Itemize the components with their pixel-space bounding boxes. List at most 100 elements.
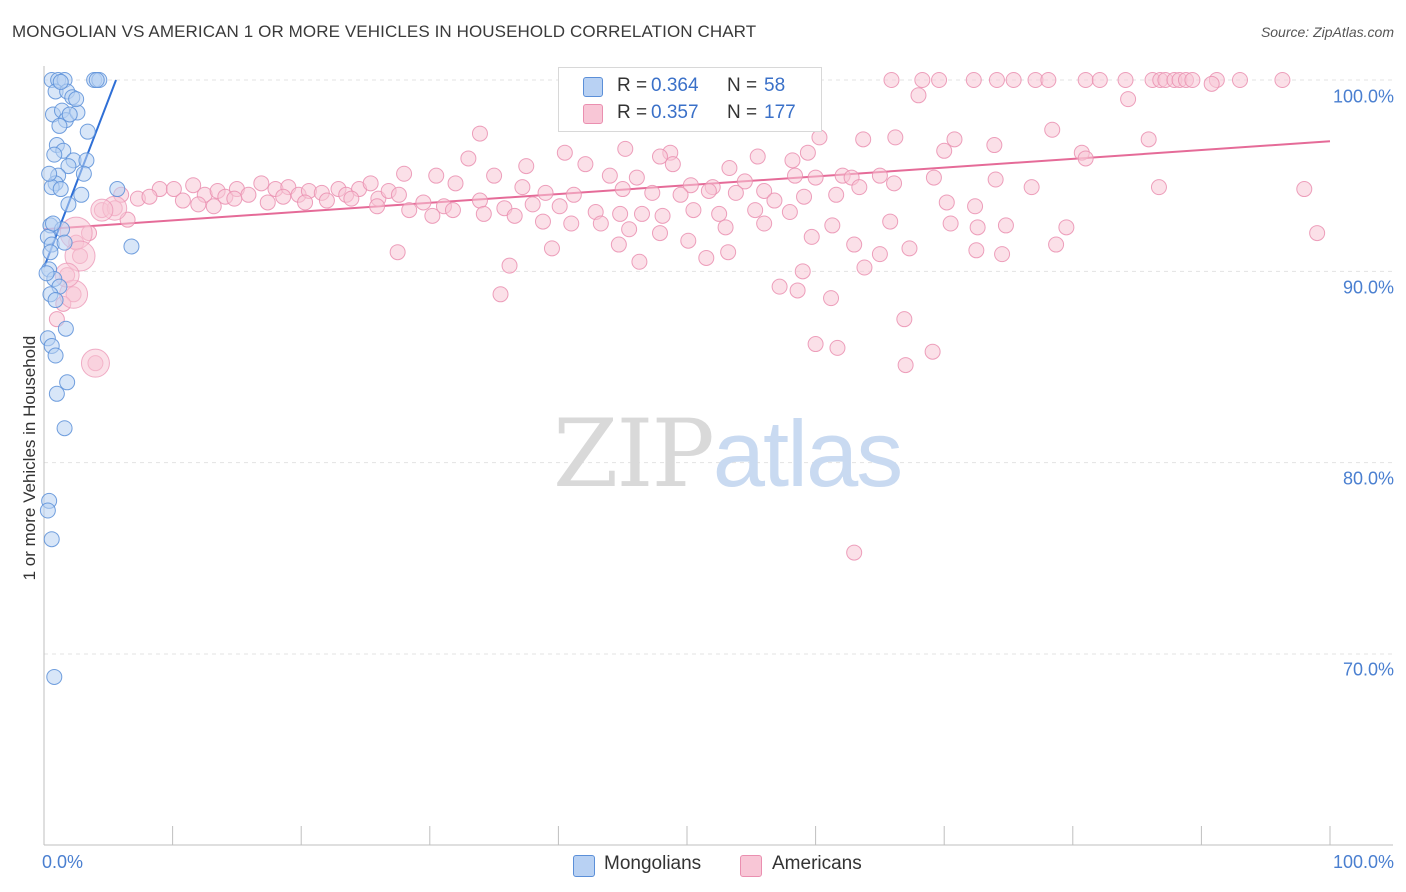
- americans-point: [577, 156, 594, 173]
- chart-title: MONGOLIAN VS AMERICAN 1 OR MORE VEHICLES…: [12, 22, 757, 41]
- americans-point: [240, 186, 257, 203]
- americans-point: [871, 167, 888, 184]
- americans-point: [1005, 72, 1022, 88]
- americans-point: [988, 72, 1005, 88]
- americans-point: [362, 175, 379, 192]
- americans-point: [165, 181, 182, 198]
- americans-point: [672, 186, 689, 203]
- legend-n-americans: 177: [764, 102, 796, 123]
- americans-point: [700, 182, 717, 199]
- legend-swatch-mongolians: [583, 77, 603, 97]
- mongolians-point: [78, 152, 95, 169]
- americans-point: [318, 192, 335, 209]
- americans-point-large: [64, 240, 96, 272]
- americans-point: [537, 184, 554, 201]
- mongolians-point: [60, 158, 77, 175]
- americans-point: [796, 188, 813, 205]
- bottom-legend-americans: Americans: [772, 853, 862, 874]
- americans-point: [720, 244, 737, 261]
- mongolians-point: [45, 215, 62, 232]
- watermark-atlas: atlas: [712, 401, 904, 506]
- americans-point: [506, 207, 523, 224]
- legend-row-americans: R = 0.357 N = 177: [559, 102, 821, 126]
- mongolians-point: [61, 106, 78, 123]
- americans-point: [887, 129, 904, 146]
- americans-point: [543, 240, 560, 257]
- americans-point: [486, 167, 503, 184]
- americans-point: [784, 152, 801, 169]
- mongolians-point: [48, 385, 65, 402]
- mongolians-point: [47, 292, 64, 309]
- americans-point: [736, 173, 753, 190]
- americans-point: [936, 142, 953, 159]
- americans-point: [1077, 72, 1094, 88]
- americans-point: [396, 165, 413, 182]
- americans-point: [343, 190, 360, 207]
- x-tick-min: 0.0%: [42, 852, 84, 872]
- source-label: Source: ZipAtlas.com: [1260, 24, 1394, 40]
- americans-point: [369, 198, 386, 215]
- americans-point: [1058, 219, 1075, 236]
- americans-point: [799, 144, 816, 161]
- americans-point: [617, 140, 634, 157]
- americans-point: [771, 278, 788, 295]
- y-axis-label: 1 or more Vehicles in Household: [20, 335, 39, 581]
- mongolians-point: [47, 347, 64, 364]
- americans-point: [610, 236, 627, 253]
- americans-point: [846, 544, 863, 561]
- americans-point: [514, 179, 531, 196]
- americans-point: [612, 205, 629, 222]
- americans-point: [766, 192, 783, 209]
- americans-point: [518, 158, 535, 175]
- americans-point: [967, 198, 984, 215]
- americans-point: [226, 190, 243, 207]
- americans-point: [475, 205, 492, 222]
- americans-point: [492, 286, 509, 303]
- americans-point: [711, 205, 728, 222]
- americans-point: [846, 236, 863, 253]
- americans-point: [390, 186, 407, 203]
- americans-point: [851, 179, 868, 196]
- mongolians-point: [79, 123, 96, 140]
- mongolians-point: [88, 72, 105, 88]
- americans-point: [823, 290, 840, 307]
- americans-point: [190, 196, 207, 213]
- americans-point: [901, 240, 918, 257]
- americans-points: [48, 72, 1326, 561]
- legend-r-americans: 0.357: [651, 102, 699, 123]
- legend-n-label: N =: [727, 75, 758, 96]
- americans-point: [141, 188, 158, 205]
- americans-point: [986, 137, 1003, 154]
- americans-point: [1044, 121, 1061, 138]
- mongolians-point: [52, 73, 69, 90]
- mongolians-point: [75, 165, 92, 182]
- americans-point: [1023, 179, 1040, 196]
- americans-point: [781, 204, 798, 221]
- americans-point: [811, 129, 828, 146]
- americans-point: [1040, 72, 1057, 88]
- americans-point: [871, 246, 888, 263]
- americans-point: [556, 144, 573, 161]
- americans-point: [1296, 181, 1313, 198]
- americans-point: [205, 198, 222, 215]
- y-tick-90: 90.0%: [1342, 277, 1394, 298]
- americans-point: [1140, 131, 1157, 148]
- americans-point: [698, 249, 715, 266]
- mongolians-point: [68, 91, 85, 108]
- americans-point: [829, 339, 846, 356]
- americans-point: [968, 242, 985, 259]
- americans-point: [651, 225, 668, 242]
- bottom-legend-mongolians: Mongolians: [604, 853, 702, 874]
- americans-point: [749, 148, 766, 165]
- legend-row-mongolians: R = 0.364 N = 58: [559, 75, 821, 99]
- americans-point: [824, 217, 841, 234]
- americans-point: [965, 72, 982, 88]
- americans-point: [882, 213, 899, 230]
- americans-point: [925, 169, 942, 186]
- americans-point: [794, 263, 811, 280]
- mongolians-points: [38, 72, 140, 685]
- americans-point-large: [80, 348, 110, 378]
- americans-point: [534, 213, 551, 230]
- americans-point: [651, 148, 668, 165]
